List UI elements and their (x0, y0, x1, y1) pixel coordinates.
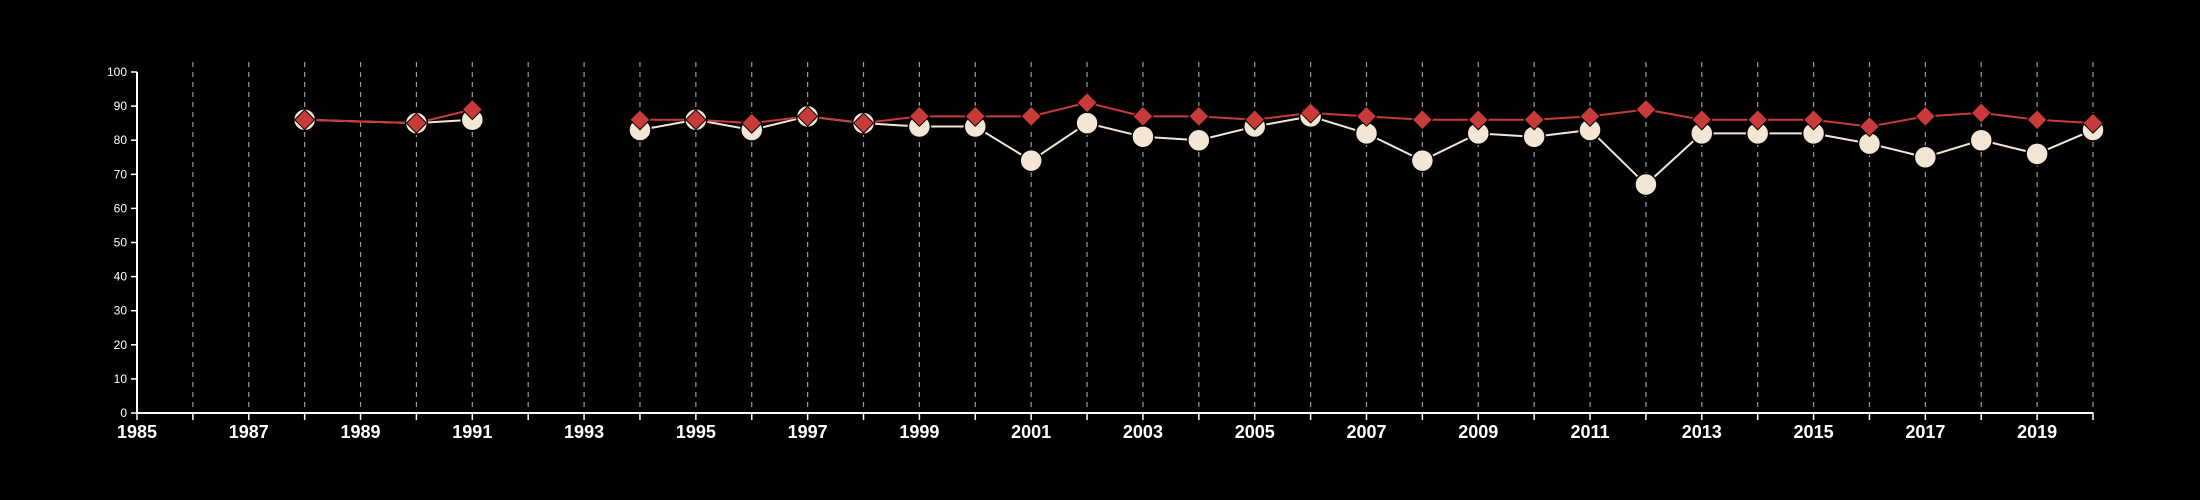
x-tick-label: 1985 (117, 422, 157, 442)
y-tick-label: 100 (107, 65, 127, 79)
y-tick-label: 80 (114, 133, 128, 147)
data-point-diamond (741, 112, 763, 134)
data-point-diamond (1746, 109, 1769, 131)
data-point-diamond (1970, 102, 1992, 124)
data-point-diamond (796, 105, 819, 128)
data-point-diamond (1802, 109, 1825, 131)
data-point-diamond (1020, 105, 1042, 128)
data-point-circle (1969, 128, 1993, 152)
data-point-diamond (1132, 105, 1154, 128)
x-tick-label: 2005 (1235, 422, 1275, 442)
x-tick-label: 1993 (564, 422, 604, 442)
x-tick-label: 2019 (2017, 422, 2057, 442)
data-point-diamond (1355, 105, 1378, 128)
data-point-circle (1913, 145, 1938, 169)
x-tick-label: 1995 (676, 422, 716, 442)
data-point-diamond (1858, 115, 1881, 138)
data-point-circle (1634, 172, 1658, 197)
data-point-circle (1131, 125, 1155, 149)
x-tick-label: 2009 (1458, 422, 1498, 442)
data-point-diamond (964, 105, 986, 128)
data-point-diamond (1411, 109, 1434, 131)
x-tick-label: 1989 (341, 422, 381, 442)
x-tick-label: 1997 (788, 422, 828, 442)
data-point-diamond (685, 109, 707, 131)
x-tick-label: 2011 (1570, 422, 1609, 442)
data-point-diamond (2026, 109, 2048, 131)
y-tick-label: 0 (120, 406, 127, 420)
data-point-diamond (1579, 105, 1601, 128)
data-point-diamond (1914, 105, 1937, 128)
y-tick-label: 70 (114, 167, 128, 181)
x-tick-label: 2007 (1346, 422, 1386, 442)
y-tick-label: 20 (114, 338, 128, 352)
data-point-circle (2025, 142, 2049, 166)
data-point-diamond (1076, 91, 1098, 114)
data-point-diamond (1691, 109, 1713, 131)
grid (192, 62, 2094, 413)
data-point-circle (1019, 148, 1043, 173)
x-tick-label: 2015 (1794, 422, 1834, 442)
y-tick-label: 60 (114, 201, 128, 215)
y-tick-label: 90 (114, 99, 128, 113)
data-point-circle (1187, 128, 1211, 152)
x-tick-label: 2013 (1682, 422, 1722, 442)
data-point-diamond (1635, 98, 1657, 121)
data-point-diamond (629, 109, 651, 131)
data-point-diamond (405, 112, 428, 134)
data-point-diamond (1299, 102, 1322, 124)
x-tick-label: 1999 (899, 422, 939, 442)
data-point-diamond (2082, 112, 2104, 134)
y-tick-label: 10 (114, 372, 128, 386)
x-tick-label: 2001 (1011, 422, 1051, 442)
data-point-circle (1410, 148, 1435, 173)
x-tick-label: 1987 (229, 422, 269, 442)
y-tick-label: 30 (114, 304, 128, 318)
series-markers (292, 91, 2105, 197)
data-point-diamond (1467, 109, 1489, 131)
data-point-diamond (293, 109, 316, 131)
x-tick-label: 2017 (1905, 422, 1945, 442)
y-tick-label: 50 (114, 236, 128, 250)
x-tick-label: 1991 (452, 422, 492, 442)
data-point-diamond (908, 105, 931, 128)
data-point-diamond (1188, 105, 1210, 128)
data-point-diamond (461, 98, 484, 121)
data-point-diamond (1244, 109, 1266, 131)
data-point-circle (1075, 111, 1099, 135)
data-point-diamond (1523, 109, 1545, 131)
y-tick-label: 40 (114, 270, 128, 284)
data-point-diamond (852, 112, 875, 134)
axes: 0 10 20 30 40 50 60 70 80 90 100 1985 1987 1989 1991 19… (107, 65, 2094, 442)
x-tick-label: 2003 (1123, 422, 1163, 442)
